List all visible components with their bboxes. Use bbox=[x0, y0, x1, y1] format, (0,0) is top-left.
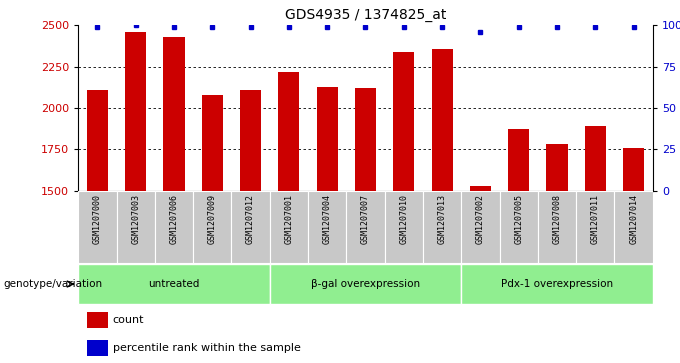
Bar bbox=[508, 130, 529, 191]
Bar bbox=[270, 264, 461, 304]
Bar bbox=[576, 191, 615, 263]
Bar bbox=[308, 191, 346, 263]
Bar bbox=[346, 191, 385, 263]
Text: GSM1207005: GSM1207005 bbox=[514, 194, 523, 244]
Bar bbox=[432, 49, 453, 191]
Text: GSM1207001: GSM1207001 bbox=[284, 194, 293, 244]
Text: Pdx-1 overexpression: Pdx-1 overexpression bbox=[501, 279, 613, 289]
Bar bbox=[500, 191, 538, 263]
Title: GDS4935 / 1374825_at: GDS4935 / 1374825_at bbox=[285, 8, 446, 22]
Bar bbox=[585, 126, 606, 191]
Text: GSM1207014: GSM1207014 bbox=[629, 194, 638, 244]
Bar bbox=[193, 191, 231, 263]
Bar bbox=[393, 52, 414, 191]
Bar bbox=[202, 95, 223, 191]
Text: GSM1207006: GSM1207006 bbox=[169, 194, 178, 244]
Text: GSM1207002: GSM1207002 bbox=[476, 194, 485, 244]
Bar bbox=[78, 191, 116, 263]
Bar bbox=[278, 72, 299, 191]
Text: GSM1207007: GSM1207007 bbox=[361, 194, 370, 244]
Text: genotype/variation: genotype/variation bbox=[3, 279, 103, 289]
Text: GSM1207000: GSM1207000 bbox=[93, 194, 102, 244]
Bar bbox=[385, 191, 423, 263]
Text: percentile rank within the sample: percentile rank within the sample bbox=[113, 343, 301, 353]
Text: GSM1207008: GSM1207008 bbox=[553, 194, 562, 244]
Bar bbox=[355, 88, 376, 191]
Bar bbox=[270, 191, 308, 263]
Bar bbox=[461, 264, 653, 304]
Text: GSM1207013: GSM1207013 bbox=[438, 194, 447, 244]
Text: count: count bbox=[113, 315, 144, 325]
Bar bbox=[163, 37, 184, 191]
Text: GSM1207010: GSM1207010 bbox=[399, 194, 408, 244]
Bar bbox=[470, 185, 491, 191]
Bar bbox=[547, 144, 568, 191]
Bar bbox=[87, 340, 107, 356]
Bar bbox=[317, 86, 338, 191]
Text: GSM1207012: GSM1207012 bbox=[246, 194, 255, 244]
Bar bbox=[116, 191, 155, 263]
Bar bbox=[623, 148, 644, 191]
Text: untreated: untreated bbox=[148, 279, 200, 289]
Text: GSM1207004: GSM1207004 bbox=[323, 194, 332, 244]
Bar bbox=[231, 191, 270, 263]
Bar bbox=[538, 191, 576, 263]
Bar bbox=[155, 191, 193, 263]
Bar bbox=[125, 32, 146, 191]
Bar bbox=[87, 312, 107, 328]
Bar bbox=[87, 90, 108, 191]
Bar bbox=[78, 264, 270, 304]
Bar bbox=[461, 191, 500, 263]
Text: GSM1207003: GSM1207003 bbox=[131, 194, 140, 244]
Text: GSM1207011: GSM1207011 bbox=[591, 194, 600, 244]
Bar bbox=[423, 191, 461, 263]
Text: GSM1207009: GSM1207009 bbox=[208, 194, 217, 244]
Bar bbox=[615, 191, 653, 263]
Text: β-gal overexpression: β-gal overexpression bbox=[311, 279, 420, 289]
Bar bbox=[240, 90, 261, 191]
